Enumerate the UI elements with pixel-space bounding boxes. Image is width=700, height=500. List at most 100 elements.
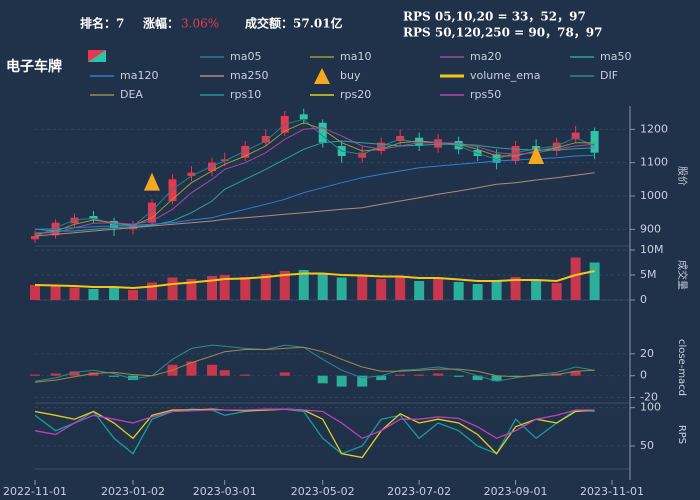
- legend-label: ma50: [600, 50, 631, 63]
- bar: [472, 375, 483, 381]
- candle-body: [454, 141, 463, 150]
- bar: [414, 281, 425, 300]
- buy-marker: [143, 172, 160, 191]
- turnover: 成交额：57.01亿: [245, 16, 343, 31]
- candle-body: [220, 159, 229, 161]
- legend-label: DEA: [120, 88, 143, 101]
- bar: [491, 281, 502, 300]
- bar: [510, 277, 521, 300]
- bar: [207, 276, 218, 300]
- y-tick-label: 100: [640, 401, 661, 414]
- y-axis-label: RPS: [676, 425, 687, 444]
- y-tick-label: 0: [640, 369, 647, 382]
- bar: [240, 374, 251, 376]
- candle-body: [377, 142, 386, 151]
- legend-label: rps50: [470, 88, 501, 101]
- series-line: [34, 408, 595, 455]
- bar: [336, 277, 347, 300]
- candle-body: [89, 216, 98, 220]
- y-tick-label: -20: [640, 391, 658, 404]
- legend-candle-icon: [88, 50, 106, 62]
- candle-body: [299, 114, 308, 120]
- legend-label: ma10: [340, 50, 371, 63]
- x-tick-label: 2023-07-02: [387, 485, 451, 498]
- bar: [414, 374, 425, 376]
- y-axis-label: 成交量: [676, 260, 689, 290]
- candle-body: [187, 172, 196, 176]
- rps-long: RPS 50,120,250 = 90，78，97: [403, 26, 603, 40]
- bar: [453, 282, 464, 300]
- bar: [186, 279, 197, 300]
- bar: [317, 375, 328, 384]
- legend-label: rps10: [230, 88, 261, 101]
- legend-label: DIF: [600, 69, 618, 82]
- candle-body: [552, 142, 561, 151]
- bar: [433, 277, 444, 300]
- x-tick-label: 2023-01-02: [101, 485, 165, 498]
- candle-body: [168, 179, 177, 201]
- x-tick-label: 2023-03-01: [193, 485, 257, 498]
- legend-label: buy: [340, 69, 361, 82]
- bar: [219, 275, 230, 300]
- bar: [298, 270, 309, 300]
- series-line: [34, 346, 595, 383]
- candle-body: [396, 136, 405, 141]
- legend-label: ma250: [230, 69, 268, 82]
- series-line: [34, 122, 595, 235]
- rps-short: RPS 05,10,20 = 33，52，97: [403, 10, 586, 24]
- bar: [88, 289, 99, 300]
- candle-body: [261, 136, 270, 143]
- y-tick-label: 1000: [640, 189, 668, 202]
- y-tick-label: 1200: [640, 122, 668, 135]
- series-line: [34, 154, 595, 230]
- bar: [30, 374, 40, 376]
- candle-body: [492, 154, 501, 163]
- y-tick-label: 1100: [640, 156, 668, 169]
- candle-body: [590, 131, 599, 153]
- bar: [128, 290, 139, 300]
- change: 3.06%: [181, 17, 219, 31]
- y-tick-label: 5M: [640, 268, 657, 281]
- bar: [589, 262, 600, 300]
- buy-marker: [528, 146, 545, 164]
- bar: [336, 375, 347, 387]
- candle-body: [31, 236, 39, 240]
- series-line: [34, 140, 595, 232]
- y-axis-label: 股价: [676, 166, 688, 186]
- bar: [376, 279, 387, 300]
- bar: [88, 372, 99, 376]
- legend-swatch: [314, 68, 330, 84]
- bar: [207, 364, 218, 376]
- bar: [146, 282, 157, 300]
- bar: [69, 287, 80, 300]
- series-line: [34, 172, 595, 237]
- bar: [69, 371, 80, 376]
- y-tick-label: 900: [640, 222, 661, 235]
- bar: [30, 285, 40, 300]
- y-axis-label: close-macd: [676, 339, 687, 396]
- bar: [395, 277, 406, 300]
- bar: [531, 280, 542, 300]
- candle-body: [511, 146, 520, 161]
- candle-body: [208, 162, 217, 171]
- legend-label: ma120: [120, 69, 158, 82]
- bar: [50, 373, 61, 376]
- bar: [453, 375, 464, 377]
- y-tick-label: 10M: [640, 243, 664, 256]
- x-tick-label: 2023-05-02: [291, 485, 355, 498]
- bar: [279, 372, 290, 376]
- bar: [570, 257, 581, 300]
- y-tick-label: 0: [640, 293, 647, 306]
- candle-body: [147, 202, 156, 223]
- bar: [357, 276, 368, 300]
- legend-label: ma05: [230, 50, 261, 63]
- bar: [491, 375, 502, 382]
- bar: [109, 375, 120, 377]
- bar: [510, 375, 521, 377]
- legend-label: rps20: [340, 88, 371, 101]
- x-tick-label: 2023-11-01: [580, 485, 644, 498]
- bar: [279, 271, 290, 300]
- bar: [317, 274, 328, 300]
- bar: [109, 287, 120, 300]
- bar: [395, 374, 406, 376]
